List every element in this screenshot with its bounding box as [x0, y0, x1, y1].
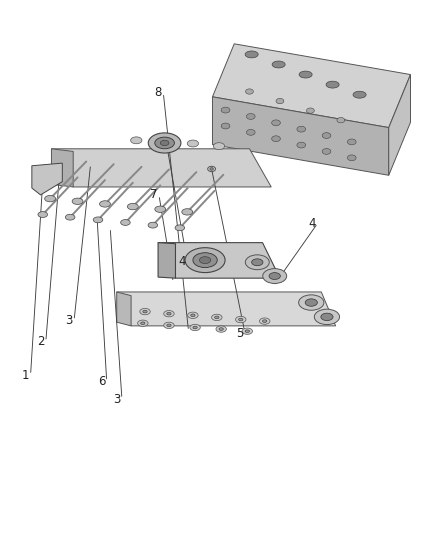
Ellipse shape	[347, 139, 356, 145]
Ellipse shape	[299, 295, 324, 310]
Text: 1: 1	[21, 369, 29, 382]
Ellipse shape	[215, 316, 219, 319]
Polygon shape	[389, 75, 410, 175]
Ellipse shape	[263, 269, 287, 284]
Text: 3: 3	[113, 393, 120, 406]
Ellipse shape	[148, 222, 158, 228]
Polygon shape	[212, 97, 389, 175]
Ellipse shape	[193, 326, 197, 329]
Ellipse shape	[322, 149, 331, 155]
Text: 5: 5	[236, 327, 244, 341]
Ellipse shape	[239, 318, 243, 321]
Text: 3: 3	[65, 314, 73, 327]
Ellipse shape	[164, 311, 174, 317]
Ellipse shape	[185, 248, 225, 272]
Ellipse shape	[245, 255, 269, 270]
Ellipse shape	[160, 140, 169, 146]
Ellipse shape	[272, 61, 285, 68]
Ellipse shape	[164, 322, 174, 328]
Ellipse shape	[219, 328, 223, 330]
Ellipse shape	[221, 123, 230, 129]
Polygon shape	[51, 149, 73, 187]
Polygon shape	[51, 149, 271, 187]
Polygon shape	[158, 243, 176, 278]
Polygon shape	[32, 163, 62, 195]
Ellipse shape	[167, 324, 171, 327]
Ellipse shape	[212, 314, 222, 320]
Ellipse shape	[276, 99, 284, 104]
Ellipse shape	[314, 309, 339, 325]
Ellipse shape	[138, 320, 148, 326]
Ellipse shape	[175, 225, 185, 231]
Ellipse shape	[120, 220, 130, 225]
Ellipse shape	[247, 130, 255, 135]
Ellipse shape	[141, 322, 145, 325]
Ellipse shape	[193, 253, 217, 268]
Ellipse shape	[242, 328, 253, 334]
Ellipse shape	[337, 117, 345, 123]
Ellipse shape	[252, 259, 263, 266]
Ellipse shape	[187, 312, 198, 318]
Ellipse shape	[247, 114, 255, 119]
Ellipse shape	[353, 91, 366, 98]
Ellipse shape	[297, 142, 306, 148]
Ellipse shape	[272, 136, 280, 142]
Ellipse shape	[213, 143, 225, 150]
Ellipse shape	[148, 133, 181, 153]
Ellipse shape	[305, 299, 318, 306]
Ellipse shape	[187, 140, 198, 147]
Ellipse shape	[182, 209, 193, 215]
Polygon shape	[117, 292, 336, 326]
Ellipse shape	[38, 212, 47, 217]
Ellipse shape	[127, 204, 138, 210]
Text: 4: 4	[309, 216, 316, 230]
Ellipse shape	[72, 198, 83, 205]
Ellipse shape	[191, 314, 195, 317]
Ellipse shape	[299, 71, 312, 78]
Ellipse shape	[322, 133, 331, 139]
Ellipse shape	[307, 108, 314, 114]
Ellipse shape	[272, 120, 280, 126]
Polygon shape	[158, 243, 280, 278]
Ellipse shape	[155, 206, 166, 213]
Ellipse shape	[221, 107, 230, 113]
Ellipse shape	[155, 137, 174, 149]
Ellipse shape	[246, 89, 253, 94]
Ellipse shape	[208, 166, 215, 172]
Ellipse shape	[259, 318, 270, 324]
Polygon shape	[117, 292, 131, 326]
Ellipse shape	[65, 214, 75, 220]
Text: 6: 6	[98, 375, 105, 388]
Polygon shape	[212, 44, 410, 127]
Text: 8: 8	[154, 86, 162, 99]
Ellipse shape	[199, 257, 211, 264]
Ellipse shape	[45, 196, 56, 202]
Ellipse shape	[262, 320, 267, 322]
Ellipse shape	[269, 272, 280, 279]
Ellipse shape	[245, 330, 250, 333]
Ellipse shape	[131, 137, 142, 144]
Ellipse shape	[99, 201, 110, 207]
Ellipse shape	[326, 81, 339, 88]
Text: 4: 4	[178, 255, 186, 268]
Ellipse shape	[236, 317, 246, 322]
Ellipse shape	[140, 309, 150, 315]
Text: 2: 2	[37, 335, 44, 348]
Ellipse shape	[190, 324, 200, 330]
Text: 7: 7	[150, 189, 158, 201]
Ellipse shape	[93, 217, 103, 223]
Ellipse shape	[347, 155, 356, 161]
Ellipse shape	[210, 167, 213, 170]
Ellipse shape	[167, 312, 171, 315]
Ellipse shape	[216, 326, 226, 332]
Ellipse shape	[321, 313, 333, 320]
Ellipse shape	[143, 310, 147, 313]
Ellipse shape	[297, 126, 306, 132]
Ellipse shape	[245, 51, 258, 58]
